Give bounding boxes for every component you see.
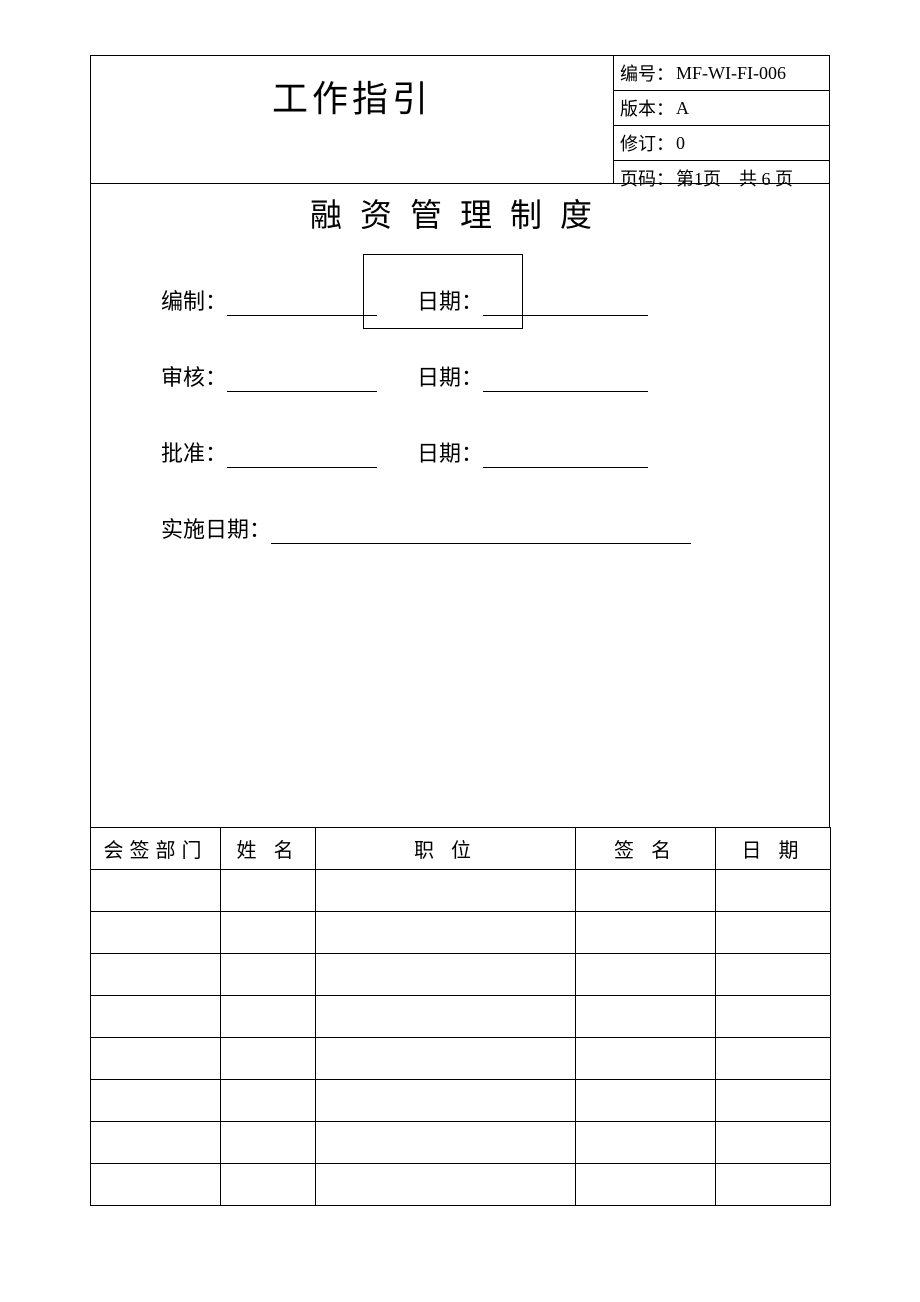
table-cell	[576, 870, 716, 912]
table-row	[91, 996, 831, 1038]
col-name: 姓 名	[221, 828, 316, 870]
subtitle: 融资管理制度	[91, 190, 829, 236]
approve-label: 批准：	[161, 436, 227, 468]
table-cell	[221, 1164, 316, 1206]
table-row	[91, 870, 831, 912]
table-cell	[316, 996, 576, 1038]
row-effective: 实施日期：	[161, 512, 691, 544]
main-title: 工作指引	[272, 70, 432, 122]
col-pos: 职 位	[316, 828, 576, 870]
compile-label: 编制：	[161, 284, 227, 316]
compile-date-blank	[483, 292, 648, 316]
table-cell	[316, 912, 576, 954]
table-cell	[91, 1164, 221, 1206]
signoff-table: 会签部门 姓 名 职 位 签 名 日 期	[90, 827, 831, 1206]
table-row	[91, 1122, 831, 1164]
title-cell: 工作指引	[91, 56, 614, 183]
table-row	[91, 1038, 831, 1080]
table-row	[91, 954, 831, 996]
meta-doc-no: 编号： MF-WI-FI-006	[614, 56, 829, 91]
version-value: A	[676, 98, 689, 119]
form-lines: 编制： 日期： 审核： 日期： 批准： 日期： 实施日期：	[161, 284, 691, 588]
table-row	[91, 912, 831, 954]
table-cell	[576, 1038, 716, 1080]
table-cell	[716, 1164, 831, 1206]
effective-label: 实施日期：	[161, 512, 271, 544]
col-date: 日 期	[716, 828, 831, 870]
approve-date-label: 日期：	[417, 436, 483, 468]
table-cell	[91, 912, 221, 954]
table-cell	[576, 1122, 716, 1164]
signoff-body	[91, 870, 831, 1206]
table-cell	[91, 996, 221, 1038]
compile-date-label: 日期：	[417, 284, 483, 316]
row-approve: 批准： 日期：	[161, 436, 691, 468]
row-review: 审核： 日期：	[161, 360, 691, 392]
effective-blank	[271, 520, 691, 544]
revision-value: 0	[676, 133, 685, 154]
doc-no-value: MF-WI-FI-006	[676, 63, 786, 84]
signoff-header-row: 会签部门 姓 名 职 位 签 名 日 期	[91, 828, 831, 870]
table-cell	[91, 954, 221, 996]
meta-version: 版本： A	[614, 91, 829, 126]
table-cell	[716, 1080, 831, 1122]
table-cell	[316, 1122, 576, 1164]
version-label: 版本：	[620, 95, 674, 121]
table-cell	[316, 1164, 576, 1206]
table-cell	[221, 1038, 316, 1080]
table-cell	[716, 1038, 831, 1080]
table-cell	[576, 996, 716, 1038]
header-row: 工作指引 编号： MF-WI-FI-006 版本： A 修订： 0 页码： 第1…	[90, 55, 830, 183]
table-cell	[576, 954, 716, 996]
table-cell	[716, 996, 831, 1038]
row-compile: 编制： 日期：	[161, 284, 691, 316]
table-cell	[91, 870, 221, 912]
compile-blank	[227, 292, 377, 316]
meta-revision: 修订： 0	[614, 126, 829, 161]
approve-blank	[227, 444, 377, 468]
doc-no-label: 编号：	[620, 60, 674, 86]
revision-label: 修订：	[620, 130, 674, 156]
table-cell	[576, 912, 716, 954]
table-cell	[221, 996, 316, 1038]
approve-date-blank	[483, 444, 648, 468]
table-cell	[221, 1080, 316, 1122]
table-cell	[91, 1080, 221, 1122]
review-label: 审核：	[161, 360, 227, 392]
meta-table: 编号： MF-WI-FI-006 版本： A 修订： 0 页码： 第1页 共 6…	[614, 56, 829, 183]
table-cell	[316, 1080, 576, 1122]
table-cell	[716, 1122, 831, 1164]
table-cell	[716, 954, 831, 996]
table-row	[91, 1164, 831, 1206]
col-dept: 会签部门	[91, 828, 221, 870]
table-cell	[716, 912, 831, 954]
table-cell	[316, 1038, 576, 1080]
table-cell	[221, 912, 316, 954]
table-cell	[221, 870, 316, 912]
table-cell	[316, 870, 576, 912]
review-blank	[227, 368, 377, 392]
table-cell	[576, 1080, 716, 1122]
col-sign: 签 名	[576, 828, 716, 870]
table-cell	[221, 1122, 316, 1164]
body-cell: 融资管理制度 编制： 日期： 审核： 日期： 批准： 日期：	[90, 183, 830, 827]
table-cell	[576, 1164, 716, 1206]
table-cell	[91, 1122, 221, 1164]
document-page: 工作指引 编号： MF-WI-FI-006 版本： A 修订： 0 页码： 第1…	[90, 55, 830, 1206]
table-row	[91, 1080, 831, 1122]
review-date-label: 日期：	[417, 360, 483, 392]
table-cell	[91, 1038, 221, 1080]
table-cell	[221, 954, 316, 996]
table-cell	[316, 954, 576, 996]
table-cell	[716, 870, 831, 912]
review-date-blank	[483, 368, 648, 392]
